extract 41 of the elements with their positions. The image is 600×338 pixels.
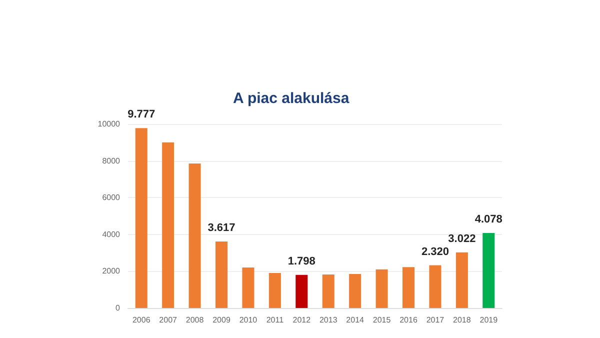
x-tick-label: 2014 — [346, 316, 365, 324]
y-tick-label: 6000 — [102, 193, 121, 202]
data-label: 1.798 — [288, 255, 316, 268]
x-tick-label: 2008 — [186, 316, 204, 324]
bar — [322, 274, 334, 308]
chart-title: A piac alakulása — [233, 90, 350, 107]
bar — [349, 274, 362, 308]
y-tick-label: 4000 — [102, 230, 121, 239]
y-tick-label: 8000 — [102, 156, 121, 166]
data-label: 9.777 — [128, 108, 156, 121]
x-tick-label: 2018 — [453, 316, 472, 324]
y-tick-label: 10000 — [98, 120, 121, 128]
data-label: 4.078 — [474, 213, 502, 226]
x-tick-label: 2019 — [480, 316, 498, 324]
x-tick-label: 2006 — [132, 316, 151, 324]
x-tick-label: 2016 — [400, 316, 418, 324]
bar — [242, 268, 254, 308]
x-tick-label: 2010 — [239, 316, 258, 324]
bar — [482, 232, 495, 308]
y-tick-label: 2000 — [102, 266, 121, 276]
data-label: 2.320 — [421, 246, 449, 258]
x-tick-label: 2011 — [266, 316, 284, 324]
bar — [296, 274, 308, 308]
x-tick-label: 2009 — [212, 316, 231, 324]
bar — [215, 241, 228, 308]
data-label: 3.022 — [448, 232, 476, 245]
bar — [376, 269, 388, 308]
bar — [456, 252, 468, 308]
x-tick-label: 2015 — [372, 316, 392, 324]
bar — [402, 267, 415, 308]
bar — [188, 164, 201, 308]
data-label: 3.617 — [208, 222, 236, 234]
x-tick-label: 2007 — [159, 316, 178, 324]
bar — [162, 142, 174, 308]
bar — [268, 273, 281, 308]
y-tick-label: 0 — [116, 304, 121, 312]
x-tick-label: 2013 — [319, 316, 338, 324]
bar — [135, 128, 148, 308]
x-tick-label: 2012 — [292, 316, 312, 324]
bar — [429, 265, 442, 308]
x-tick-label: 2017 — [426, 316, 445, 324]
